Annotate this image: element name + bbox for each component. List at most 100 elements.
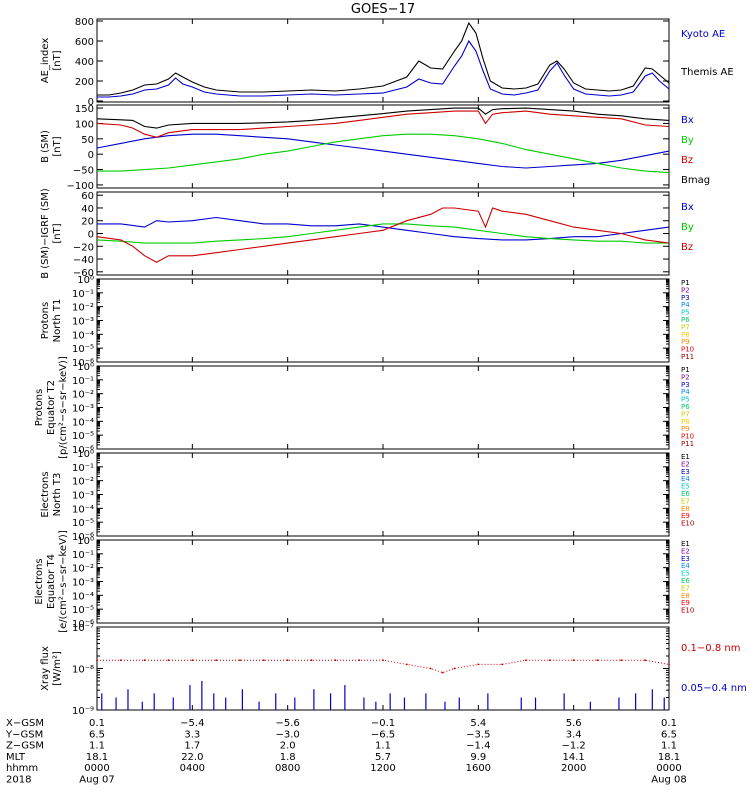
legend-entry: E3 xyxy=(681,555,690,563)
legend-entry: P9 xyxy=(681,425,690,433)
xray-long-point xyxy=(262,659,265,662)
legend-entry: E4 xyxy=(681,562,690,570)
panel-frame xyxy=(96,191,670,276)
y-tick-label: −50 xyxy=(73,166,94,177)
y-tick-label: 10⁻⁶ xyxy=(72,358,94,369)
panel-frame xyxy=(96,539,670,624)
legend-entry: P1 xyxy=(681,366,690,374)
legend-entry: P2 xyxy=(681,373,690,381)
ephemeris-row-label: 2018 xyxy=(6,775,31,786)
legend-entry: By xyxy=(681,135,694,146)
y-tick-label: 10⁻³ xyxy=(72,317,94,328)
y-tick-label: 100 xyxy=(75,119,94,130)
xray-long-point xyxy=(668,663,670,666)
legend-entry: P7 xyxy=(681,410,690,418)
legend-entry: Themis AE xyxy=(680,67,734,78)
panel-b_sm: 150 100 50 0 −50 −100 B (SM) [nT] Bx By Bz Bmag xyxy=(40,104,710,192)
ephemeris-value: 1.7 xyxy=(184,741,200,752)
y-tick-label: 10⁻¹ xyxy=(72,289,94,300)
panel-frame xyxy=(96,18,670,103)
legend-entry: Bx xyxy=(681,202,694,213)
y-tick-label: 10⁻⁶ xyxy=(72,445,94,456)
legend-entry: E4 xyxy=(681,475,690,483)
y-tick-label: 10⁻² xyxy=(72,564,94,575)
xray-long-point xyxy=(620,659,623,662)
legend-entry: P5 xyxy=(681,309,690,317)
y-tick-label: 400 xyxy=(75,57,94,68)
ephemeris-row-label: MLT xyxy=(6,752,26,763)
legend-entry: P2 xyxy=(681,286,690,294)
legend-entry: P9 xyxy=(681,338,690,346)
panel-electrons_equator: 10⁰ 10⁻¹ 10⁻² 10⁻³ 10⁻⁴ 10⁻⁵ 10⁻⁶ Electrons Equa… xyxy=(34,530,694,633)
y-tick-label: 10⁻³ xyxy=(72,404,94,415)
ephemeris-value: 0000 xyxy=(656,763,681,774)
y-axis-label: [nT] xyxy=(52,223,63,243)
panel-frame xyxy=(96,452,670,537)
xray-long-point xyxy=(644,659,647,662)
series-line-bz xyxy=(96,110,670,138)
panel-frame xyxy=(96,365,670,450)
legend-entry: E2 xyxy=(681,547,690,555)
ephemeris-value: −6.5 xyxy=(371,729,395,740)
legend-entry: E6 xyxy=(681,577,690,585)
y-tick-label: −100 xyxy=(67,181,94,192)
y-tick-label: 10⁻⁶ xyxy=(72,619,94,630)
ephemeris-row-label: Y−GSM xyxy=(5,729,43,740)
legend-entry: E3 xyxy=(681,468,690,476)
ephemeris-row-label: X−GSM xyxy=(6,718,44,729)
panel-protons_north: 10⁰ 10⁻¹ 10⁻² 10⁻³ 10⁻⁴ 10⁻⁵ 10⁻⁶ Protons North … xyxy=(40,275,694,369)
legend-entry: P6 xyxy=(681,403,690,411)
panel-protons_equator: 10⁰ 10⁻¹ 10⁻² 10⁻³ 10⁻⁴ 10⁻⁵ 10⁻⁶ Protons Equato… xyxy=(34,356,694,459)
y-tick-label: 10⁻³ xyxy=(72,578,94,589)
y-tick-label: 10⁻⁵ xyxy=(72,344,94,355)
xray-long-point xyxy=(310,659,313,662)
y-tick-label: 60 xyxy=(81,191,94,202)
legend-entry: E9 xyxy=(681,599,690,607)
legend-entry: P11 xyxy=(681,353,694,361)
ephemeris-value: 1.1 xyxy=(661,741,677,752)
y-tick-label: 200 xyxy=(75,77,94,88)
ephemeris-value: 2000 xyxy=(561,763,586,774)
legend-entry: P7 xyxy=(681,323,690,331)
xray-long-point xyxy=(191,659,194,662)
y-tick-label: 0 xyxy=(88,97,94,108)
plot-title: GOES−17 xyxy=(351,2,415,17)
ephemeris-value: 14.1 xyxy=(563,752,585,763)
ephemeris-value: 2.0 xyxy=(280,741,296,752)
y-axis-label: North T3 xyxy=(52,473,63,517)
legend-entry: E2 xyxy=(681,460,690,468)
ephemeris-value: 0.1 xyxy=(661,718,677,729)
y-tick-label: 10⁻⁹ xyxy=(72,706,94,717)
legend-entry: E7 xyxy=(681,497,690,505)
y-tick-label: 10⁻¹ xyxy=(72,550,94,561)
y-tick-label: 10⁰ xyxy=(77,449,94,460)
legend-entry: Bmag xyxy=(681,175,710,186)
y-tick-label: 20 xyxy=(81,217,94,228)
ephemeris-row-label: hhmm xyxy=(6,763,38,774)
y-tick-label: 10⁻³ xyxy=(72,491,94,502)
legend-entry: By xyxy=(681,222,694,233)
series-line-bz xyxy=(96,207,670,263)
ephemeris-value: −5.6 xyxy=(276,718,300,729)
y-axis-label: Protons xyxy=(34,389,45,426)
y-tick-label: 10⁻⁴ xyxy=(72,330,94,341)
y-tick-label: 10⁻⁵ xyxy=(72,518,94,529)
ephemeris-value: −1.4 xyxy=(466,741,490,752)
ephemeris-value: −3.0 xyxy=(276,729,300,740)
xray-long-series xyxy=(97,659,670,674)
legend-entry: P11 xyxy=(681,440,694,448)
ephemeris-value: −5.4 xyxy=(180,718,204,729)
legend-entry: E1 xyxy=(681,453,690,461)
y-axis-label: Electrons xyxy=(34,558,45,604)
y-tick-label: 0 xyxy=(88,150,94,161)
y-tick-label: −40 xyxy=(73,255,94,266)
legend-entry: E10 xyxy=(681,520,694,528)
ephemeris-value: 1600 xyxy=(466,763,491,774)
y-tick-label: 0 xyxy=(88,230,94,241)
legend-entry: E8 xyxy=(681,505,690,513)
xray-long-point xyxy=(572,659,575,662)
panel-frame xyxy=(96,626,670,711)
y-tick-label: 40 xyxy=(81,204,94,215)
